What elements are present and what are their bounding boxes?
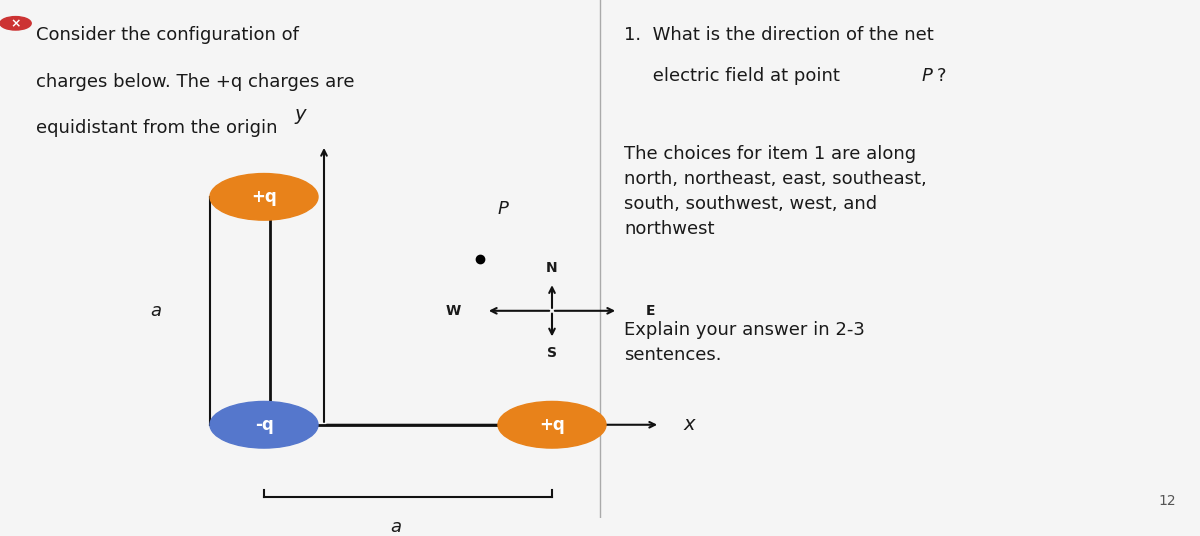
Text: -q: -q — [254, 416, 274, 434]
Text: Consider the configuration of: Consider the configuration of — [36, 26, 299, 44]
Text: +q: +q — [539, 416, 565, 434]
Text: The choices for item 1 are along
north, northeast, east, southeast,
south, south: The choices for item 1 are along north, … — [624, 145, 926, 238]
Text: y: y — [294, 105, 306, 124]
Text: N: N — [546, 262, 558, 276]
Circle shape — [498, 401, 606, 448]
Text: x: x — [684, 415, 696, 434]
Circle shape — [210, 174, 318, 220]
Circle shape — [210, 401, 318, 448]
Text: electric field at point: electric field at point — [624, 68, 846, 85]
Circle shape — [0, 17, 31, 30]
Text: S: S — [547, 346, 557, 360]
Text: ×: × — [11, 17, 20, 30]
Text: W: W — [446, 304, 461, 318]
Text: equidistant from the origin: equidistant from the origin — [36, 119, 277, 137]
Text: +q: +q — [251, 188, 277, 206]
Text: P: P — [498, 199, 509, 218]
Text: ?: ? — [937, 68, 947, 85]
Text: a: a — [390, 518, 402, 536]
Text: E: E — [646, 304, 655, 318]
Text: charges below. The +q charges are: charges below. The +q charges are — [36, 72, 354, 91]
Text: a: a — [150, 302, 162, 320]
Text: P: P — [922, 68, 932, 85]
Text: 12: 12 — [1158, 494, 1176, 508]
Text: Explain your answer in 2-3
sentences.: Explain your answer in 2-3 sentences. — [624, 321, 865, 364]
Text: 1.  What is the direction of the net: 1. What is the direction of the net — [624, 26, 934, 44]
